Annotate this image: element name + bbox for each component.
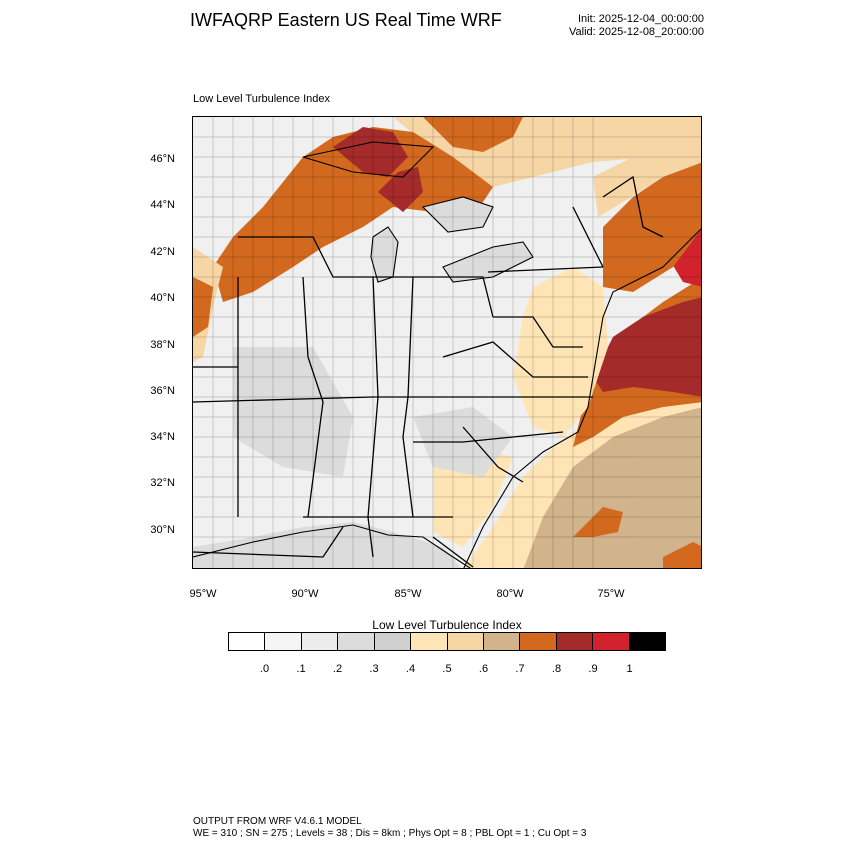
colorbar-swatch-8 [520, 633, 557, 650]
colorbar-swatch-1 [265, 633, 302, 650]
colorbar [228, 632, 666, 651]
lat-label-34: 34°N [150, 431, 175, 443]
colorbar-label: .7 [515, 663, 525, 675]
colorbar-swatch-10 [593, 633, 630, 650]
lon-label-80: 80°W [496, 588, 524, 600]
colorbar-label: .9 [588, 663, 598, 675]
turbulence-map [192, 116, 702, 569]
colorbar-label: 1 [626, 663, 633, 675]
colorbar-label: .4 [405, 663, 416, 675]
model-info-line1: OUTPUT FROM WRF V4.6.1 MODEL [193, 816, 362, 827]
lat-label-46: 46°N [150, 153, 175, 165]
lat-label-38: 38°N [150, 339, 175, 351]
init-time: Init: 2025-12-04_00:00:00 [578, 13, 704, 25]
model-info-line2: WE = 310 ; SN = 275 ; Levels = 38 ; Dis … [193, 828, 587, 839]
colorbar-label: .3 [369, 663, 379, 675]
map-canvas [193, 117, 701, 568]
colorbar-swatch-4 [374, 633, 412, 650]
colorbar-swatch-3 [338, 633, 375, 650]
colorbar-label: .6 [478, 663, 489, 675]
colorbar-swatch-11 [629, 633, 666, 650]
lat-label-44: 44°N [150, 199, 175, 211]
colorbar-swatch-9 [556, 633, 594, 650]
lat-label-30: 30°N [150, 524, 175, 536]
plot-title: IWFAQRP Eastern US Real Time WRF [190, 10, 502, 30]
colorbar-label: .1 [296, 663, 306, 675]
lat-label-40: 40°N [150, 292, 175, 304]
colorbar-swatch-0 [229, 633, 266, 650]
map-subtitle: Low Level Turbulence Index [193, 93, 330, 105]
model-info: OUTPUT FROM WRF V4.6.1 MODEL WE = 310 ; … [193, 816, 586, 840]
colorbar-label: .8 [551, 663, 562, 675]
lat-label-32: 32°N [150, 477, 175, 489]
colorbar-label: .5 [442, 663, 452, 675]
run-times: Init: 2025-12-04_00:00:00 Valid: 2025-12… [569, 13, 704, 39]
colorbar-label: .0 [259, 663, 270, 675]
lon-label-95: 95°W [189, 588, 217, 600]
lon-label-75: 75°W [597, 588, 625, 600]
colorbar-label: .2 [332, 663, 343, 675]
colorbar-swatch-5 [411, 633, 448, 650]
colorbar-swatch-7 [483, 633, 521, 650]
colorbar-swatch-6 [447, 633, 484, 650]
lat-label-42: 42°N [150, 246, 175, 258]
valid-time: Valid: 2025-12-08_20:00:00 [569, 26, 704, 38]
lon-label-90: 90°W [291, 588, 319, 600]
colorbar-swatch-2 [301, 633, 339, 650]
colorbar-title: Low Level Turbulence Index [372, 618, 522, 632]
lon-label-85: 85°W [394, 588, 422, 600]
lat-label-36: 36°N [150, 385, 175, 397]
